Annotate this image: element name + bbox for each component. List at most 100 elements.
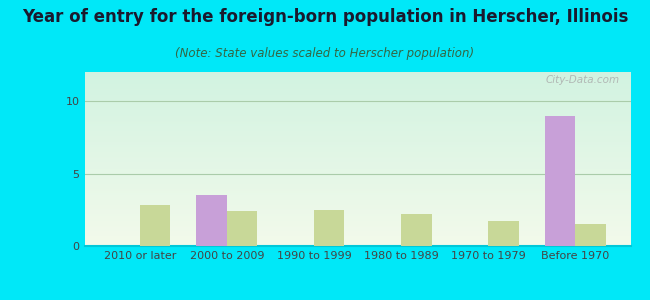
Bar bbox=[84, 100, 630, 101]
Bar bbox=[84, 210, 630, 211]
Bar bbox=[196, 195, 227, 246]
Bar bbox=[84, 151, 630, 152]
Bar bbox=[84, 211, 630, 212]
Bar bbox=[84, 220, 630, 221]
Bar bbox=[84, 191, 630, 192]
Bar bbox=[84, 184, 630, 185]
Bar bbox=[84, 225, 630, 226]
Bar bbox=[84, 116, 630, 117]
Bar bbox=[84, 227, 630, 228]
Bar bbox=[84, 222, 630, 223]
Bar bbox=[84, 171, 630, 172]
Bar bbox=[84, 165, 630, 166]
Bar bbox=[84, 135, 630, 136]
Bar bbox=[84, 74, 630, 75]
Bar bbox=[84, 72, 630, 73]
Bar bbox=[140, 206, 170, 246]
Bar bbox=[84, 117, 630, 118]
Bar bbox=[84, 87, 630, 88]
Bar bbox=[84, 136, 630, 137]
Bar bbox=[84, 89, 630, 90]
Bar bbox=[84, 138, 630, 139]
Bar bbox=[84, 147, 630, 148]
Bar bbox=[84, 102, 630, 103]
Bar bbox=[84, 80, 630, 81]
Bar bbox=[84, 121, 630, 122]
Bar bbox=[84, 132, 630, 133]
Bar bbox=[84, 133, 630, 134]
Bar bbox=[84, 146, 630, 147]
Bar bbox=[84, 181, 630, 182]
Bar bbox=[84, 123, 630, 124]
Bar bbox=[84, 240, 630, 241]
Bar bbox=[84, 173, 630, 174]
Bar bbox=[84, 79, 630, 80]
Bar bbox=[314, 210, 344, 246]
Bar bbox=[84, 221, 630, 222]
Text: Year of entry for the foreign-born population in Herscher, Illinois: Year of entry for the foreign-born popul… bbox=[22, 8, 628, 26]
Bar bbox=[84, 131, 630, 132]
Bar bbox=[84, 84, 630, 85]
Bar bbox=[84, 169, 630, 170]
Bar bbox=[84, 139, 630, 140]
Bar bbox=[84, 231, 630, 232]
Bar bbox=[84, 206, 630, 207]
Bar bbox=[84, 176, 630, 177]
Bar bbox=[84, 229, 630, 230]
Bar bbox=[84, 196, 630, 197]
Bar bbox=[84, 148, 630, 149]
Bar bbox=[84, 243, 630, 244]
Bar bbox=[84, 214, 630, 215]
Bar bbox=[84, 120, 630, 121]
Bar bbox=[84, 75, 630, 76]
Bar bbox=[84, 179, 630, 180]
Bar bbox=[84, 143, 630, 144]
Bar bbox=[84, 157, 630, 158]
Bar bbox=[84, 156, 630, 157]
Bar bbox=[84, 130, 630, 131]
Bar bbox=[84, 142, 630, 143]
Bar bbox=[84, 215, 630, 216]
Bar bbox=[84, 198, 630, 199]
Bar bbox=[84, 98, 630, 99]
Bar bbox=[84, 128, 630, 129]
Bar bbox=[84, 244, 630, 245]
Bar bbox=[84, 202, 630, 203]
Bar bbox=[84, 97, 630, 98]
Bar bbox=[84, 94, 630, 95]
Bar bbox=[84, 164, 630, 165]
Bar bbox=[84, 122, 630, 123]
Bar bbox=[84, 219, 630, 220]
Bar bbox=[84, 129, 630, 130]
Bar bbox=[84, 233, 630, 234]
Bar bbox=[84, 144, 630, 145]
Bar bbox=[84, 105, 630, 106]
Bar bbox=[84, 208, 630, 209]
Bar bbox=[84, 137, 630, 138]
Bar bbox=[84, 154, 630, 155]
Bar bbox=[84, 200, 630, 201]
Bar bbox=[84, 236, 630, 237]
Bar bbox=[84, 174, 630, 175]
Bar bbox=[84, 104, 630, 105]
Bar bbox=[84, 115, 630, 116]
Bar bbox=[84, 183, 630, 184]
Bar bbox=[84, 187, 630, 188]
Bar bbox=[401, 214, 432, 246]
Bar bbox=[84, 235, 630, 236]
Bar bbox=[84, 177, 630, 178]
Bar bbox=[84, 242, 630, 243]
Text: City-Data.com: City-Data.com bbox=[545, 76, 619, 85]
Bar bbox=[84, 140, 630, 141]
Bar bbox=[84, 238, 630, 239]
Bar bbox=[84, 93, 630, 94]
Bar bbox=[84, 155, 630, 156]
Bar bbox=[84, 205, 630, 206]
Bar bbox=[84, 86, 630, 87]
Bar bbox=[84, 224, 630, 225]
Bar bbox=[84, 234, 630, 235]
Bar bbox=[84, 232, 630, 233]
Bar bbox=[84, 82, 630, 83]
Bar bbox=[488, 221, 519, 246]
Bar bbox=[84, 119, 630, 120]
